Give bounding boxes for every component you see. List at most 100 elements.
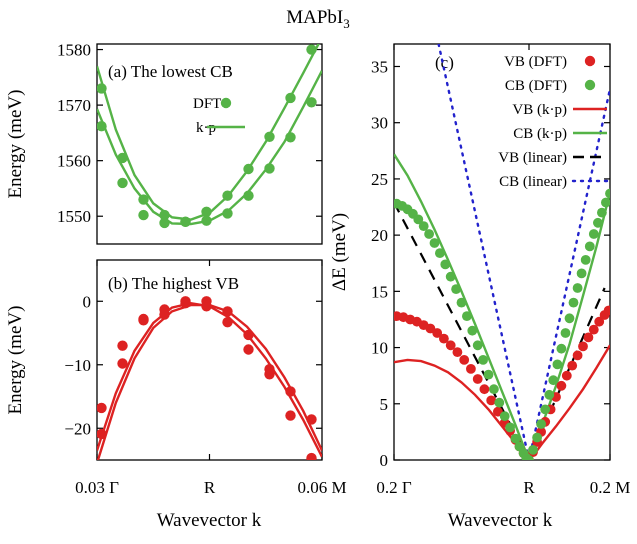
data-point	[510, 433, 521, 444]
panel-c-ylabel: ΔE (meV)	[329, 213, 350, 291]
figure-title: MAPbI3	[286, 7, 350, 31]
data-point	[243, 344, 254, 355]
data-point	[159, 309, 170, 320]
data-point	[466, 364, 476, 374]
legend-dft-label: DFT	[193, 96, 221, 112]
data-point	[499, 411, 510, 422]
data-point	[459, 355, 470, 365]
data-point	[548, 375, 559, 386]
series-line-vb-linear-	[394, 201, 606, 460]
legend-entry-label: CB (linear)	[499, 174, 567, 190]
ytick-label: 10	[371, 339, 388, 358]
ytick-label: 35	[371, 57, 388, 76]
data-point	[97, 83, 107, 94]
panel-a-legend: DFT k·p	[193, 96, 245, 136]
data-point	[561, 370, 572, 381]
legend-entry-label: VB (k·p)	[512, 102, 567, 118]
data-point	[564, 313, 575, 324]
legend-entry-label: VB (linear)	[498, 150, 567, 166]
ytick-label: −10	[64, 356, 91, 375]
data-point	[540, 404, 551, 415]
panel-c-marks	[394, 44, 610, 460]
data-point	[578, 341, 588, 352]
data-point	[243, 163, 254, 175]
data-point	[580, 255, 591, 265]
legend-entry-label: VB (DFT)	[504, 54, 567, 70]
panel-a-marks	[97, 44, 322, 229]
data-point	[544, 389, 555, 400]
ytick-label: −20	[64, 419, 91, 438]
data-point	[572, 350, 583, 361]
panel-c: ΔE (meV) (c) 0 5 10 15 20 25 30 35 0.2 Γ R 0.2 M V…	[329, 43, 630, 497]
data-point	[222, 306, 233, 317]
data-point	[117, 152, 128, 164]
data-point	[432, 328, 443, 338]
data-point	[486, 395, 497, 406]
data-point	[603, 305, 610, 316]
data-point	[264, 163, 275, 174]
data-point	[439, 333, 449, 344]
ytick-label: 1550	[57, 207, 91, 226]
ytick-label: 25	[371, 170, 388, 189]
panel-c-ticks: 0 5 10 15 20 25 30 35 0.2 Γ R 0.2 M	[371, 44, 630, 497]
data-point	[117, 358, 128, 369]
panel-c-frame	[393, 43, 611, 461]
data-point	[572, 283, 583, 293]
data-point	[588, 324, 599, 335]
data-point	[429, 238, 440, 248]
ytick-label: 0	[380, 451, 389, 470]
legend-entry-label: CB (DFT)	[505, 78, 567, 94]
data-point	[418, 221, 429, 232]
data-point	[306, 97, 317, 108]
series-line-cb-k-p-	[394, 153, 610, 460]
data-point	[494, 397, 505, 408]
data-point	[201, 301, 212, 312]
data-point	[605, 188, 610, 199]
data-point	[556, 343, 567, 354]
right-xlabel: Wavevector k	[448, 510, 553, 531]
data-point	[138, 209, 149, 221]
data-point	[306, 44, 317, 55]
data-point	[180, 298, 191, 309]
panel-a: Energy (meV) (a) The lowest CB 155015601…	[5, 41, 323, 245]
left-xlabel: Wavevector k	[157, 510, 262, 531]
data-point	[556, 380, 567, 391]
data-point	[505, 422, 515, 433]
data-point	[306, 414, 317, 425]
data-point	[138, 194, 149, 205]
data-point	[456, 297, 467, 308]
panel-a-label: (a) The lowest CB	[108, 62, 233, 81]
data-point	[528, 445, 538, 455]
data-point	[588, 229, 599, 239]
data-point	[243, 329, 254, 341]
ytick-label: 20	[371, 226, 388, 245]
panel-a-frame	[96, 43, 323, 245]
panel-b-ylabel: Energy (meV)	[5, 306, 26, 415]
data-point	[440, 259, 451, 270]
xtick-label: 0.2 Γ	[376, 478, 412, 497]
data-point	[594, 316, 605, 327]
data-point	[97, 428, 107, 440]
data-point	[180, 216, 191, 227]
data-point	[424, 229, 434, 239]
data-point	[264, 131, 275, 142]
panel-b: Energy (meV) (b) The highest VB 0−10−200…	[5, 259, 347, 497]
data-point	[285, 386, 296, 397]
data-point	[479, 384, 490, 395]
data-point	[435, 248, 445, 258]
data-point	[222, 317, 233, 328]
data-point	[97, 402, 107, 414]
ytick-label: 5	[380, 395, 389, 414]
data-point	[472, 340, 483, 351]
ytick-label: 1570	[57, 96, 91, 115]
data-point	[285, 410, 296, 421]
data-point	[489, 384, 499, 395]
data-point	[452, 347, 463, 357]
data-point	[243, 190, 254, 201]
data-point	[413, 214, 424, 225]
data-point	[560, 328, 571, 338]
data-point	[584, 241, 595, 252]
panel-c-legend: VB (DFT) CB (DFT) VB (k·p) CB (k·p) VB (line…	[498, 54, 609, 190]
data-point	[445, 340, 456, 351]
